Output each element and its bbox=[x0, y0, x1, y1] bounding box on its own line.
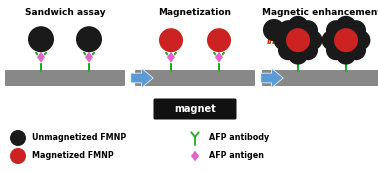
Circle shape bbox=[263, 19, 285, 41]
FancyBboxPatch shape bbox=[262, 70, 378, 86]
Circle shape bbox=[288, 44, 308, 65]
Circle shape bbox=[274, 30, 294, 50]
Circle shape bbox=[346, 20, 366, 40]
Text: Magnetization: Magnetization bbox=[158, 8, 231, 17]
Text: AFP antibody: AFP antibody bbox=[209, 133, 269, 142]
Polygon shape bbox=[85, 51, 93, 63]
Polygon shape bbox=[341, 51, 350, 63]
Circle shape bbox=[322, 30, 342, 50]
FancyBboxPatch shape bbox=[135, 70, 255, 86]
Text: Sandwich assay: Sandwich assay bbox=[25, 8, 105, 17]
Text: AFP antigen: AFP antigen bbox=[209, 152, 264, 160]
Circle shape bbox=[302, 30, 322, 50]
FancyBboxPatch shape bbox=[153, 99, 237, 120]
Circle shape bbox=[207, 28, 231, 52]
Circle shape bbox=[286, 28, 310, 52]
Polygon shape bbox=[37, 51, 45, 63]
Text: Magnetized FMNP: Magnetized FMNP bbox=[32, 152, 114, 160]
Circle shape bbox=[326, 40, 346, 60]
Polygon shape bbox=[166, 51, 175, 63]
Text: Magnetic enhancement: Magnetic enhancement bbox=[262, 8, 378, 17]
Circle shape bbox=[346, 40, 366, 60]
Circle shape bbox=[298, 20, 318, 40]
Polygon shape bbox=[191, 150, 200, 162]
Text: magnet: magnet bbox=[174, 104, 216, 114]
Circle shape bbox=[278, 40, 298, 60]
Circle shape bbox=[159, 28, 183, 52]
Circle shape bbox=[336, 44, 356, 65]
Polygon shape bbox=[214, 51, 223, 63]
Circle shape bbox=[10, 130, 26, 146]
Circle shape bbox=[334, 28, 358, 52]
Text: 10 sec: 10 sec bbox=[277, 28, 307, 37]
Circle shape bbox=[298, 40, 318, 60]
Circle shape bbox=[350, 30, 370, 50]
Text: Unmagnetized FMNP: Unmagnetized FMNP bbox=[32, 133, 126, 142]
Polygon shape bbox=[293, 51, 302, 63]
Circle shape bbox=[76, 26, 102, 52]
Circle shape bbox=[28, 26, 54, 52]
Circle shape bbox=[326, 20, 346, 40]
Circle shape bbox=[278, 20, 298, 40]
Circle shape bbox=[336, 16, 356, 36]
Circle shape bbox=[10, 148, 26, 164]
FancyBboxPatch shape bbox=[5, 70, 125, 86]
Circle shape bbox=[288, 16, 308, 36]
Text: incubation: incubation bbox=[267, 37, 317, 46]
